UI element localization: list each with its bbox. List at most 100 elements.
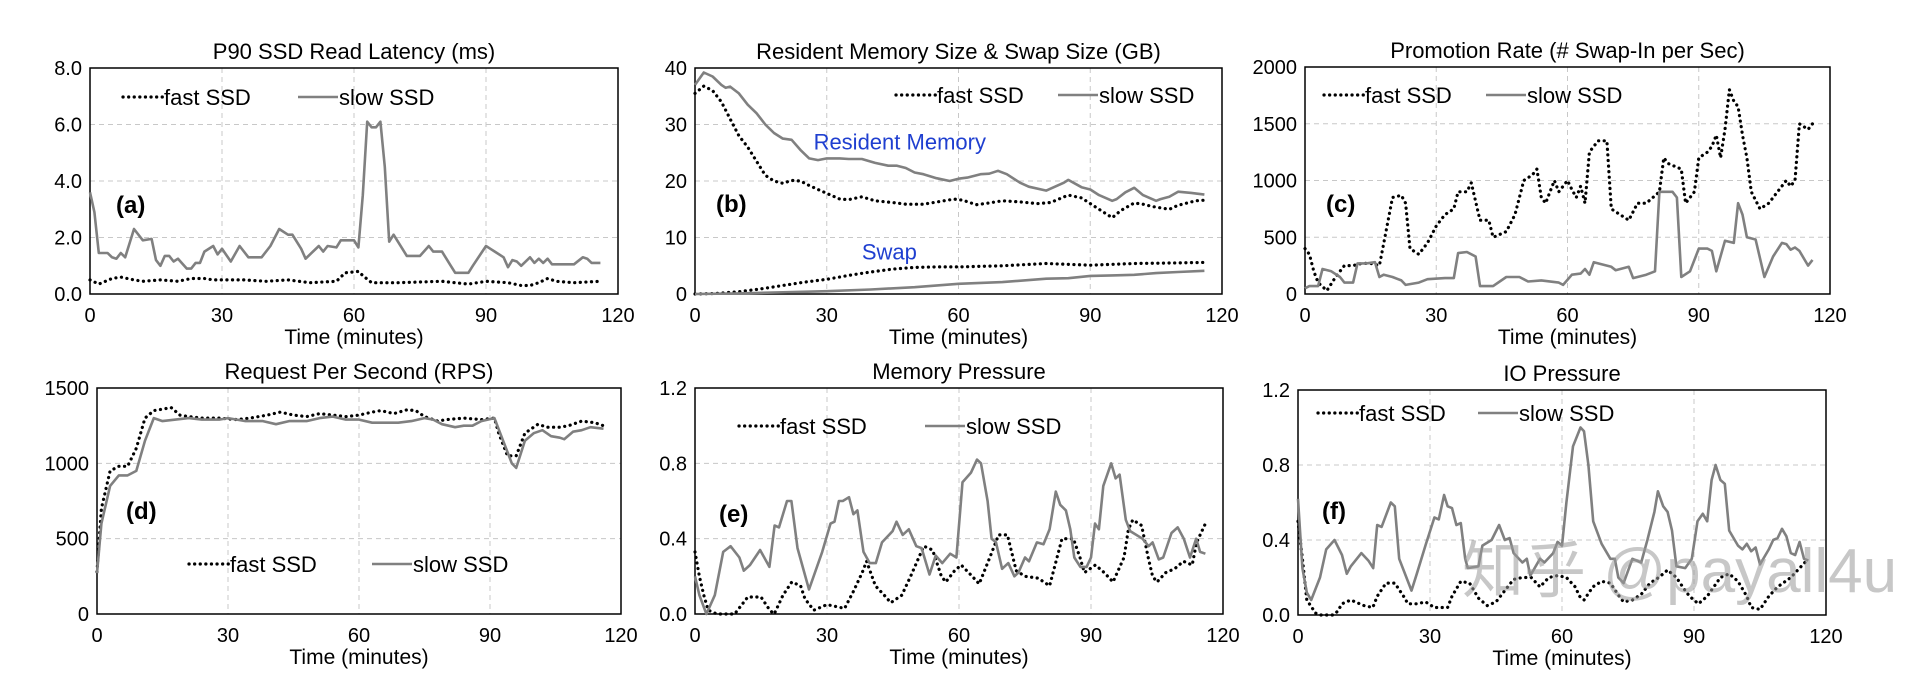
x-tick-label: 30	[217, 625, 239, 647]
plot-frame	[694, 387, 1224, 615]
y-tick-label: 20	[665, 171, 687, 193]
x-tick-label: 30	[1425, 305, 1447, 327]
x-axis-label: Time (minutes)	[889, 326, 1028, 349]
x-tick-label: 90	[475, 305, 497, 327]
x-tick-label: 120	[1809, 626, 1842, 648]
x-axis-label: Time (minutes)	[289, 646, 428, 669]
legend: fast SSD slow SSD	[1322, 83, 1622, 108]
x-axis-label: Time (minutes)	[889, 646, 1028, 669]
x-tick-label: 120	[601, 305, 634, 327]
chart-title: Promotion Rate (# Swap-In per Sec)	[1390, 38, 1745, 63]
y-tick-label: 2.0	[54, 228, 82, 250]
y-tick-label: 40	[665, 58, 687, 80]
legend-label: fast SSD	[1359, 401, 1446, 426]
panel-label: (a)	[116, 192, 145, 219]
legend-label: slow SSD	[966, 414, 1061, 439]
chart-panel-c: 0 500 1000 1500 2000 0 30 60 90 120 Promotion Rate…	[1253, 38, 1847, 349]
chart-title: Request Per Second (RPS)	[224, 359, 493, 384]
x-tick-label: 60	[343, 305, 365, 327]
series-line-fast	[693, 84, 1206, 220]
series-line-slow	[693, 458, 1206, 616]
x-axis-label: Time (minutes)	[284, 326, 423, 349]
chart-panel-d: 0 500 1000 1500 0 30 60 90 120 Request Per Second…	[45, 359, 638, 669]
series-line-fast	[88, 269, 602, 288]
series-line-fast	[693, 517, 1207, 617]
legend-label: fast SSD	[164, 85, 251, 110]
y-tick-label: 1500	[1253, 114, 1298, 136]
series-line-slow	[693, 71, 1205, 203]
y-tick-label: 0.8	[659, 453, 687, 475]
series-line-slow	[1296, 426, 1809, 602]
x-tick-label: 90	[1688, 305, 1710, 327]
y-tick-label: 0	[676, 284, 687, 306]
x-tick-label: 60	[948, 625, 970, 647]
x-tick-label: 90	[1079, 305, 1101, 327]
x-tick-label: 90	[1683, 626, 1705, 648]
legend-label: fast SSD	[1365, 83, 1452, 108]
x-tick-label: 30	[816, 305, 838, 327]
chart-title: Resident Memory Size & Swap Size (GB)	[756, 39, 1161, 64]
chart-panel-f: 0.0 0.4 0.8 1.2 0 30 60 90 120 IO Pressure Time (m…	[1262, 361, 1843, 670]
legend-label: slow SSD	[1519, 401, 1614, 426]
x-tick-label: 120	[1206, 625, 1239, 647]
series-line-slow	[1304, 190, 1814, 290]
plot-frame	[96, 387, 622, 615]
panel-label: (c)	[1326, 191, 1355, 218]
x-tick-label: 90	[479, 625, 501, 647]
series-line-fast	[1296, 519, 1810, 617]
x-tick-label: 0	[1299, 305, 1310, 327]
legend: fast SSD slow SSD	[1316, 401, 1614, 426]
x-tick-label: 0	[1292, 626, 1303, 648]
y-tick-label: 1.2	[1262, 380, 1290, 402]
chart-title: P90 SSD Read Latency (ms)	[213, 39, 495, 64]
series-line-slow	[694, 269, 1205, 296]
y-tick-label: 1500	[45, 378, 90, 400]
y-tick-label: 0.0	[659, 604, 687, 626]
series-line-fast	[95, 405, 606, 574]
x-tick-label: 120	[1813, 305, 1846, 327]
x-tick-label: 90	[1080, 625, 1102, 647]
x-tick-label: 30	[1419, 626, 1441, 648]
x-tick-label: 0	[689, 305, 700, 327]
series-line-slow	[88, 120, 601, 275]
y-tick-label: 0.4	[1262, 530, 1290, 552]
x-tick-label: 0	[84, 305, 95, 327]
x-tick-label: 30	[816, 625, 838, 647]
legend-label: fast SSD	[780, 414, 867, 439]
y-tick-label: 0	[78, 604, 89, 626]
panel-label: (e)	[719, 501, 748, 528]
annotation-label: Swap	[862, 240, 917, 265]
chart-title: Memory Pressure	[872, 359, 1046, 384]
x-tick-label: 0	[689, 625, 700, 647]
y-tick-label: 1000	[45, 453, 90, 475]
y-tick-label: 1000	[1253, 171, 1298, 193]
y-tick-label: 30	[665, 115, 687, 137]
plot-frame	[1304, 66, 1831, 295]
legend-label: slow SSD	[1099, 83, 1194, 108]
series-line-slow	[95, 415, 604, 574]
chart-title: IO Pressure	[1503, 361, 1620, 386]
annotation-label: Resident Memory	[814, 129, 986, 154]
plot-frame	[89, 67, 619, 295]
legend-label: slow SSD	[1527, 83, 1622, 108]
y-tick-label: 10	[665, 228, 687, 250]
x-tick-label: 120	[1205, 305, 1238, 327]
y-tick-label: 0.8	[1262, 455, 1290, 477]
legend-label: slow SSD	[413, 552, 508, 577]
y-tick-label: 0.0	[54, 284, 82, 306]
chart-panel-a: 0.0 2.0 4.0 6.0 8.0 0 30 60 90 120 P90 SSD Read La…	[54, 39, 635, 349]
x-tick-label: 120	[604, 625, 637, 647]
series-line-fast	[693, 260, 1206, 296]
x-axis-label: Time (minutes)	[1498, 326, 1637, 349]
y-tick-label: 1.2	[659, 378, 687, 400]
chart-panel-e: 0.0 0.4 0.8 1.2 0 30 60 90 120 Memory Pressure Tim…	[659, 359, 1240, 669]
x-tick-label: 60	[1551, 626, 1573, 648]
y-tick-label: 8.0	[54, 58, 82, 80]
watermark: 知乎 @payall4u	[1462, 537, 1897, 606]
legend: fast SSD slow SSD	[894, 83, 1194, 108]
legend-label: slow SSD	[339, 85, 434, 110]
x-tick-label: 60	[1556, 305, 1578, 327]
x-tick-label: 30	[211, 305, 233, 327]
y-tick-label: 0.4	[659, 529, 687, 551]
plot-frame	[694, 67, 1223, 295]
